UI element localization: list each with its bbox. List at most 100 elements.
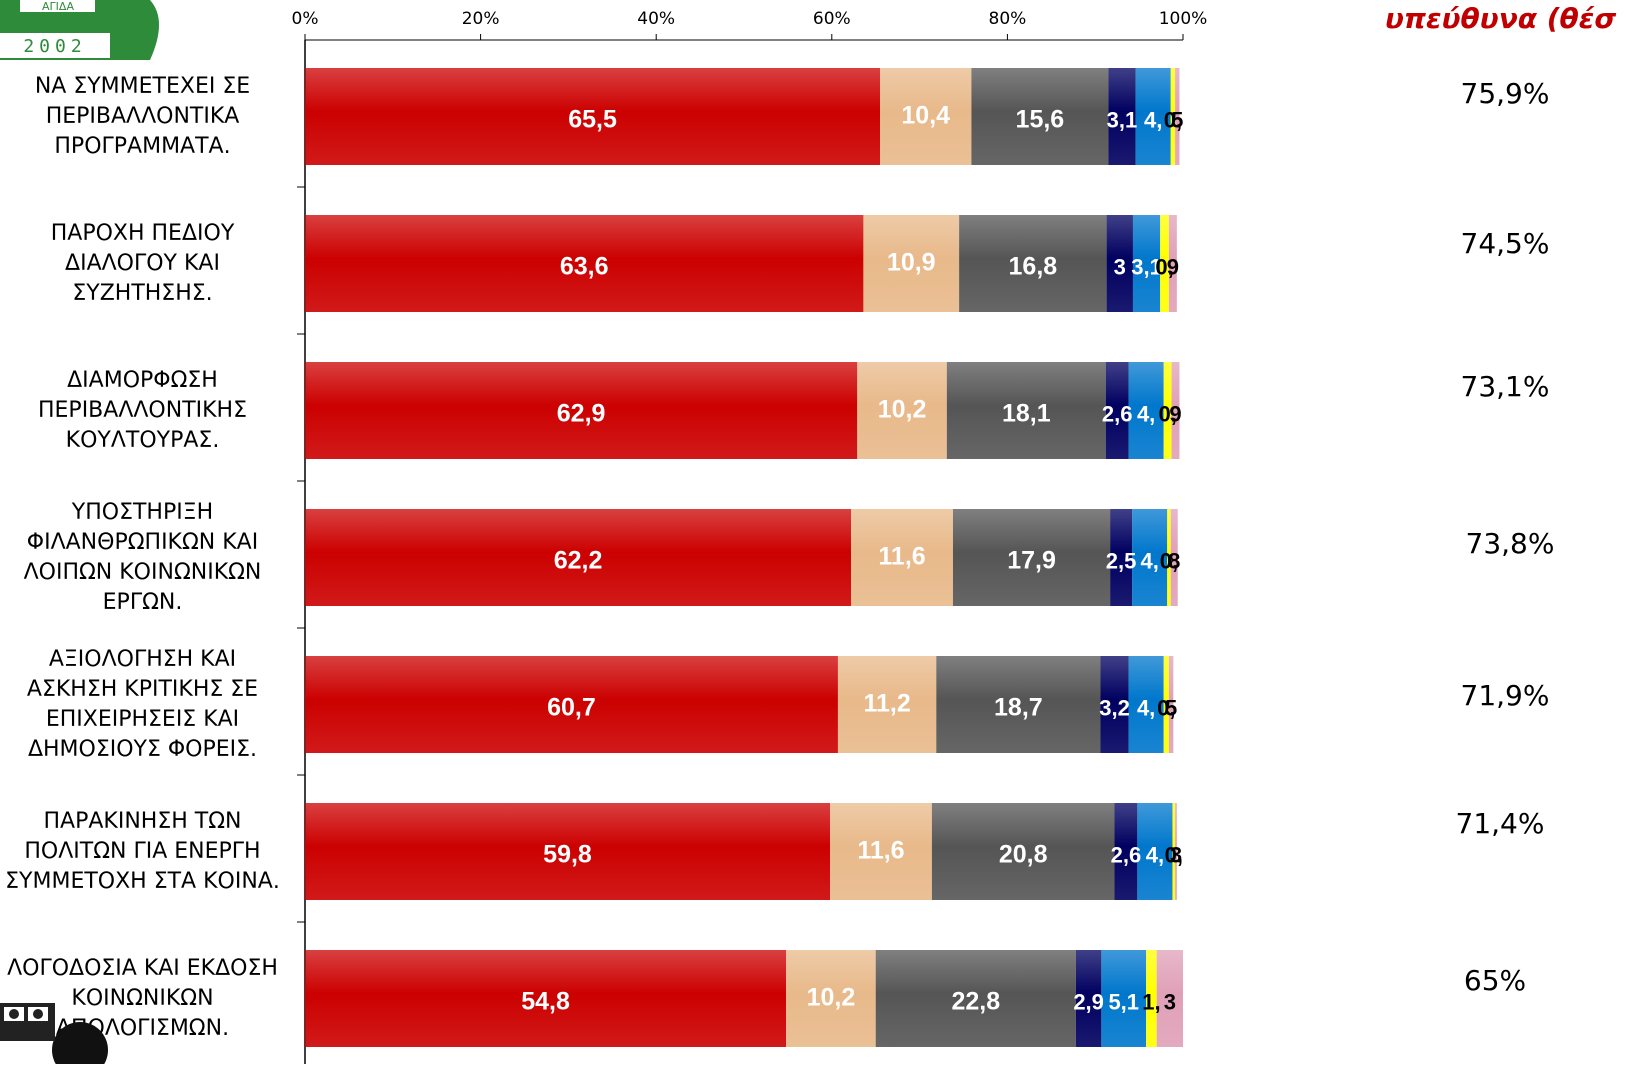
bar-segment [1146, 950, 1157, 1047]
bar-segment [959, 215, 1107, 312]
bar-segment [1105, 362, 1129, 459]
data-label: 4, [1140, 549, 1158, 574]
data-label: 62,9 [557, 400, 606, 428]
category-label-line: ΔΙΑΛΟΓΟΥ ΚΑΙ [65, 250, 220, 276]
category-label-line: ΠΑΡΟΧΗ ΠΕΔΙΟΥ [50, 220, 235, 246]
data-label: 59,8 [543, 841, 592, 869]
bar-segment [305, 803, 831, 900]
data-label: 65,5 [568, 106, 617, 134]
data-label: 9 [1167, 255, 1179, 280]
bar-segment [1108, 68, 1136, 165]
data-label: 17,9 [1007, 547, 1056, 575]
bar-segment [305, 656, 838, 753]
category-label-line: ΑΞΙΟΛΟΓΗΣΗ ΚΑΙ [48, 646, 237, 672]
data-label: 60,7 [547, 694, 596, 722]
bar-segment [1168, 215, 1177, 312]
bar-segment [305, 215, 864, 312]
bar-segment [936, 656, 1101, 753]
category-label: ΠΑΡΑΚΙΝΗΣΗ ΤΩΝ ΠΟΛΙΤΩΝ ΓΙΑ ΕΝΕΡΓΗ ΣΥΜΜΕΤΟΧ… [0, 807, 285, 897]
category-label: ΔΙΑΜΟΡΦΩΣΗ ΠΕΡΙΒΑΛΛΟΝΤΙΚΗΣ ΚΟΥΛΤΟΥΡΑΣ. [0, 366, 285, 456]
category-label-line: ΠΑΡΑΚΙΝΗΣΗ ΤΩΝ [43, 808, 242, 834]
category-label: ΠΑΡΟΧΗ ΠΕΔΙΟΥ ΔΙΑΛΟΓΟΥ ΚΑΙ ΣΥΖΗΤΗΣΗΣ. [0, 219, 285, 309]
logo-text: ΑΓΙΔΑ [42, 0, 74, 13]
data-label: 2,6 [1111, 843, 1142, 868]
bar-segment [1128, 656, 1164, 753]
data-label: 5,1 [1108, 990, 1139, 1015]
bar-segment [1128, 362, 1164, 459]
bar-segment [830, 803, 932, 900]
bar-segment [1101, 950, 1147, 1047]
category-label-line: ΛΟΙΠΩΝ ΚΟΙΝΩΝΙΚΩΝ [23, 559, 262, 585]
bar-segment [1132, 509, 1168, 606]
bar-segment [1114, 803, 1138, 900]
bar-segment [1175, 68, 1180, 165]
bar-segment [305, 362, 858, 459]
category-label-line: ΠΟΛΙΤΩΝ ΓΙΑ ΕΝΕΡΓΗ [24, 838, 261, 864]
category-label-line: ΠΡΟΓΡΑΜΜΑΤΑ. [54, 133, 231, 159]
bar-segment [305, 509, 852, 606]
data-label: 0, [1165, 843, 1183, 868]
category-label-line: ΔΙΑΜΟΡΦΩΣΗ [67, 367, 218, 393]
side-value: 75,9% [1460, 77, 1550, 110]
bar-segment [305, 950, 787, 1047]
data-label: 15,6 [1016, 106, 1065, 134]
side-value: 73,8% [1465, 527, 1555, 560]
bar-segment [1163, 362, 1172, 459]
data-label: 10,9 [887, 249, 936, 277]
bar-segment [305, 68, 881, 165]
category-label-line: ΕΠΙΧΕΙΡΗΣΕΙΣ ΚΑΙ [45, 706, 240, 732]
data-label: 18,1 [1002, 400, 1051, 428]
bar-segment [1156, 950, 1183, 1047]
category-label-line: ΔΗΜΟΣΙΟΥΣ ΦΟΡΕΙΣ. [27, 736, 258, 762]
bar-segment [875, 950, 1076, 1047]
data-label: 0, [1164, 108, 1182, 133]
logo-year: 2002 [23, 36, 86, 57]
category-label-line: ΣΥΜΜΕΤΟΧΗ ΣΤΑ ΚΟΙΝΑ. [5, 868, 280, 894]
data-label: 3 [1170, 843, 1182, 868]
category-label: ΥΠΟΣΤΗΡΙΞΗ ΦΙΛΑΝΘΡΩΠΙΚΩΝ ΚΑΙ ΛΟΙΠΩΝ ΚΟΙΝΩΝ… [0, 498, 285, 618]
data-label: 4, [1144, 108, 1162, 133]
bar-segment [1160, 215, 1169, 312]
bar-segment [952, 509, 1111, 606]
category-label: ΝΑ ΣΥΜΜΕΤΕΧΕΙ ΣΕ ΠΕΡΙΒΑΛΛΟΝΤΙΚΑ ΠΡΟΓΡΑΜΜΑΤ… [0, 72, 285, 162]
data-label: 1, [1142, 990, 1160, 1015]
bar-segment [1170, 68, 1176, 165]
category-label-line: ΠΕΡΙΒΑΛΛΟΝΤΙΚΗΣ [37, 397, 247, 423]
category-label-line: ΑΣΚΗΣΗ ΚΡΙΤΙΚΗΣ ΣΕ [26, 676, 259, 702]
data-label: 4, [1146, 843, 1164, 868]
side-value: 73,1% [1460, 370, 1550, 403]
data-label: 11,2 [863, 690, 910, 718]
bar-segment [857, 362, 947, 459]
x-tick-label: 60% [813, 9, 851, 29]
x-tick-label: 20% [462, 9, 500, 29]
data-label: 2,9 [1073, 990, 1104, 1015]
category-label-line: ΝΑ ΣΥΜΜΕΤΕΧΕΙ ΣΕ [34, 73, 251, 99]
bar-segment [880, 68, 972, 165]
category-label: ΑΞΙΟΛΟΓΗΣΗ ΚΑΙ ΑΣΚΗΣΗ ΚΡΙΤΙΚΗΣ ΣΕ ΕΠΙΧΕΙΡΗ… [0, 645, 285, 765]
data-label: 10,4 [901, 102, 950, 130]
data-label: 4, [1137, 696, 1155, 721]
data-label: 0, [1160, 549, 1178, 574]
data-label: 11,6 [878, 543, 925, 571]
logo: ΑΓΙΔΑ 2002 [0, 0, 170, 64]
data-label: 0, [1157, 696, 1175, 721]
bar-segment [1135, 68, 1171, 165]
bar-segment [1175, 803, 1177, 900]
side-value: 65% [1463, 964, 1527, 997]
data-label: 18,7 [994, 694, 1043, 722]
bar-segment [863, 215, 960, 312]
bar-segment [1075, 950, 1102, 1047]
data-label: 11,6 [857, 837, 904, 865]
bottom-logo-icon [0, 995, 110, 1068]
side-title: υπεύθυνα (θέσ [1385, 2, 1617, 35]
bar-segment [1110, 509, 1133, 606]
side-value: 71,4% [1455, 807, 1545, 840]
bar-segment [837, 656, 937, 753]
category-label-line: ΥΠΟΣΤΗΡΙΞΗ [71, 499, 214, 525]
category-label-line: ΚΟΥΛΤΟΥΡΑΣ. [65, 427, 220, 453]
x-tick-label: 40% [637, 9, 675, 29]
bar-segment [1100, 656, 1129, 753]
data-label: 5 [1165, 696, 1177, 721]
x-tick-label: 100% [1159, 9, 1208, 29]
data-label: 10,2 [807, 984, 856, 1012]
